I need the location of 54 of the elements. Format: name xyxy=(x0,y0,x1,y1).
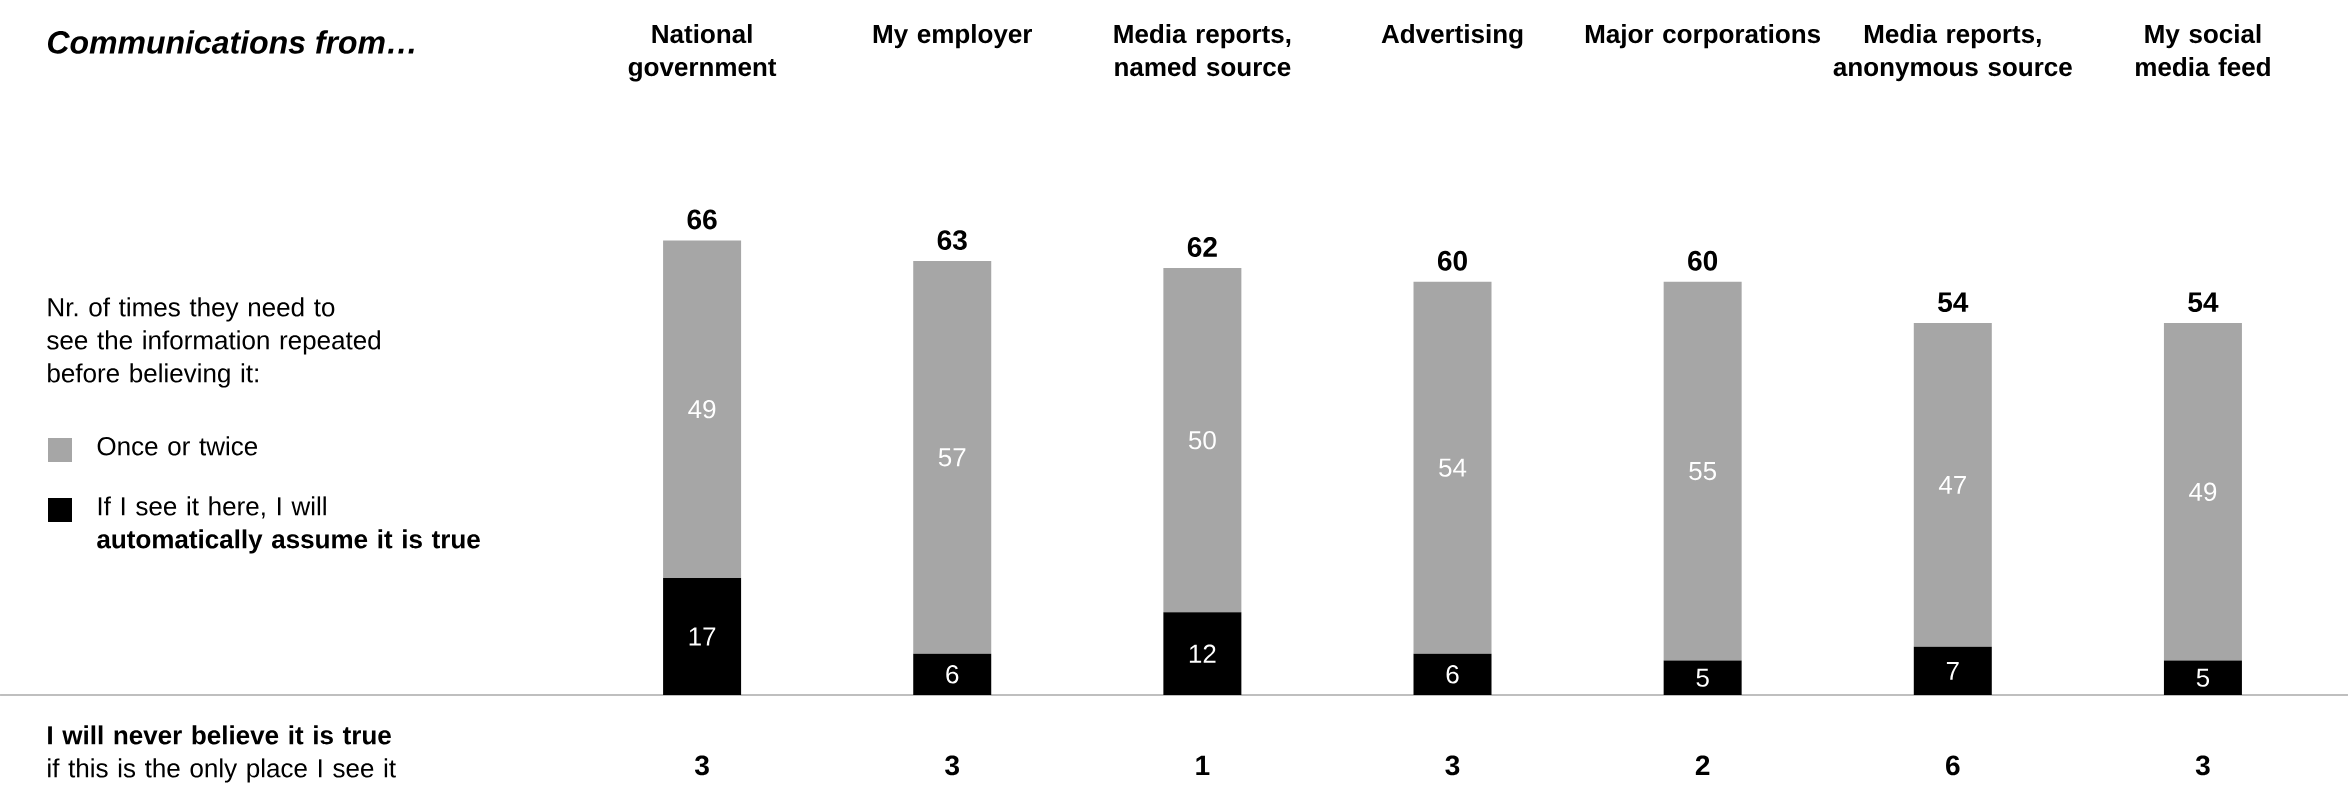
bar xyxy=(1413,653,1492,695)
data-label: 55 xyxy=(1689,462,1717,481)
bar xyxy=(1913,323,1992,647)
data-label: 47 xyxy=(1938,475,1966,494)
total-label: 66 xyxy=(687,209,717,230)
text: 6 xyxy=(1946,755,1960,776)
text: 1 xyxy=(1196,755,1210,775)
bar xyxy=(1663,281,1742,661)
data-label: 54 xyxy=(1439,458,1467,477)
bar xyxy=(913,653,992,695)
bar xyxy=(2163,323,2242,661)
x-tick-label: Advertising xyxy=(1381,24,1523,49)
data-label: 6 xyxy=(946,665,959,684)
text: 2 xyxy=(1695,755,1710,775)
bar xyxy=(2163,660,2242,695)
legend-label: Once or twice xyxy=(97,436,258,456)
total-label: 63 xyxy=(937,230,967,251)
x-tick-label: National government xyxy=(628,24,777,82)
data-label: 49 xyxy=(2189,482,2217,502)
total-label: 54 xyxy=(2188,292,2219,313)
data-label: 5 xyxy=(2196,668,2210,687)
legend-label: If I see it here, I will automatically assume it is true xyxy=(97,496,480,554)
data-label: 6 xyxy=(1446,665,1459,684)
bar xyxy=(1913,646,1992,695)
data-label: 12 xyxy=(1189,644,1216,663)
x-tick-label: My employer xyxy=(873,24,1033,49)
data-label: 57 xyxy=(938,448,966,467)
legend-title: Nr. of times they need to see the information repeated before believing it: xyxy=(47,297,380,388)
x-tick-label: Media reports, named source xyxy=(1114,24,1291,77)
bar xyxy=(663,240,742,578)
data-label: 7 xyxy=(1946,661,1959,680)
total-label: 54 xyxy=(1938,292,1969,313)
text: 3 xyxy=(2195,755,2210,776)
text: I will never believe it is true if this is the only place I see it xyxy=(48,725,396,783)
text: Communications from… xyxy=(47,30,414,54)
text: 3 xyxy=(945,755,959,776)
total-label: 60 xyxy=(1688,250,1718,271)
x-tick-label: My social media feed xyxy=(2136,24,2270,77)
bar xyxy=(1163,267,1242,613)
bar xyxy=(1163,612,1242,695)
data-label: 50 xyxy=(1188,430,1216,450)
bar xyxy=(1413,281,1492,654)
data-label: 5 xyxy=(1696,668,1709,687)
data-label: 17 xyxy=(689,627,716,646)
total-label: 60 xyxy=(1437,250,1467,271)
bar xyxy=(913,261,992,654)
data-label: 49 xyxy=(688,399,716,419)
text: 3 xyxy=(1445,755,1460,776)
x-tick-label: Major corporations xyxy=(1585,24,1821,49)
bar xyxy=(663,577,742,695)
text: 3 xyxy=(694,755,709,776)
bar xyxy=(1663,660,1742,695)
total-label: 62 xyxy=(1187,237,1217,257)
x-tick-label: Media reports, anonymous source xyxy=(1833,24,2072,82)
